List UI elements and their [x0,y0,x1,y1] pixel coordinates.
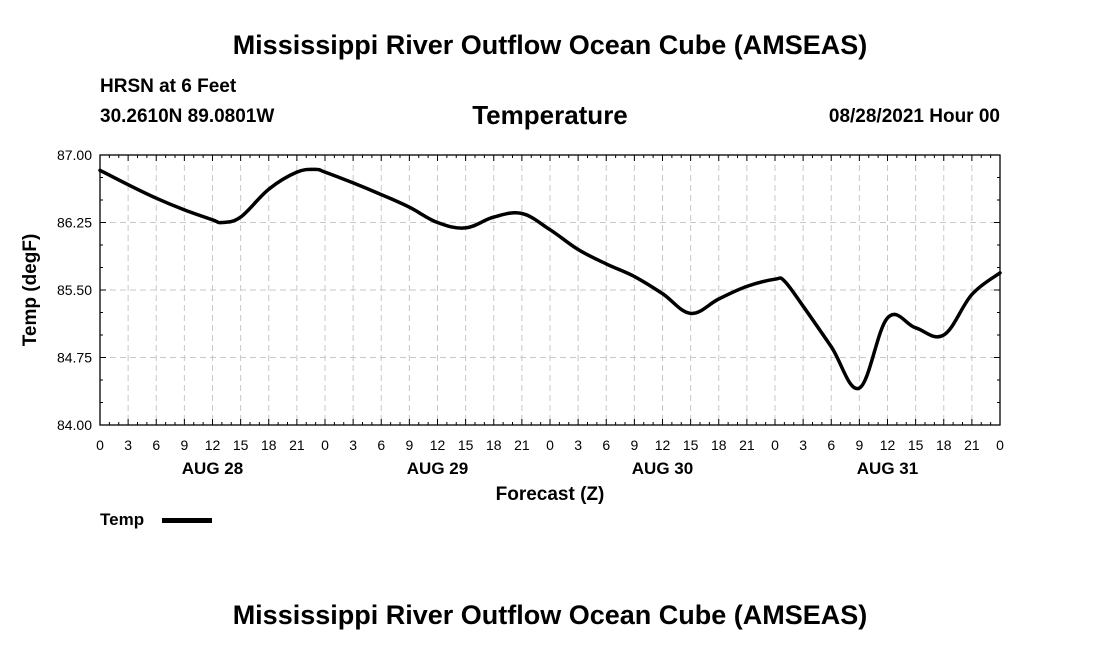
x-tick-label: 18 [936,437,952,453]
chart-title-top: Mississippi River Outflow Ocean Cube (AM… [232,30,868,60]
x-tick-label: 12 [430,437,446,453]
x-tick-label: 6 [152,437,160,453]
x-day-label: AUG 30 [632,459,693,478]
x-tick-label: 12 [880,437,896,453]
x-tick-label: 18 [261,437,277,453]
x-tick-label: 6 [602,437,610,453]
x-tick-label: 12 [655,437,671,453]
x-day-label: AUG 28 [182,459,243,478]
x-tick-label: 12 [205,437,221,453]
y-tick-label: 84.00 [57,417,92,433]
x-tick-label: 21 [964,437,980,453]
x-day-label: AUG 29 [407,459,468,478]
x-tick-label: 3 [799,437,807,453]
x-tick-label: 21 [514,437,530,453]
x-tick-label: 0 [321,437,329,453]
y-axis-title: Temp (degF) [20,234,41,347]
run-time: 08/28/2021 Hour 00 [828,106,1000,127]
x-tick-label: 9 [405,437,413,453]
x-tick-label: 15 [458,437,474,453]
x-tick-label: 0 [771,437,779,453]
chart-title-bottom: Mississippi River Outflow Ocean Cube (AM… [232,600,868,630]
x-tick-label: 9 [855,437,863,453]
x-tick-label: 3 [574,437,582,453]
y-tick-label: 85.50 [57,282,92,298]
x-tick-label: 15 [908,437,924,453]
legend-line-swatch [162,518,212,523]
variable-title: Temperature [472,100,628,130]
x-tick-label: 0 [996,437,1004,453]
x-axis-title: Forecast (Z) [496,484,605,505]
station-coords: 30.2610N 89.0801W [100,106,275,127]
series-line-temp [98,167,1002,391]
x-tick-label: 18 [711,437,727,453]
y-tick-label: 86.25 [57,215,92,231]
x-tick-label: 9 [180,437,188,453]
x-tick-label: 21 [289,437,305,453]
x-day-label: AUG 31 [857,459,918,478]
x-tick-label: 21 [739,437,755,453]
station-label: HRSN at 6 Feet [100,76,237,97]
x-tick-label: 6 [377,437,385,453]
x-tick-label: 15 [233,437,249,453]
x-tick-label: 0 [96,437,104,453]
y-tick-label: 84.75 [57,350,92,366]
x-tick-label: 6 [827,437,835,453]
x-tick-label: 9 [630,437,638,453]
x-tick-label: 0 [546,437,554,453]
x-tick-label: 18 [486,437,502,453]
y-tick-label: 87.00 [57,147,92,163]
x-tick-label: 3 [349,437,357,453]
x-tick-label: 3 [124,437,132,453]
x-tick-label: 15 [683,437,699,453]
legend-label: Temp [100,510,145,529]
